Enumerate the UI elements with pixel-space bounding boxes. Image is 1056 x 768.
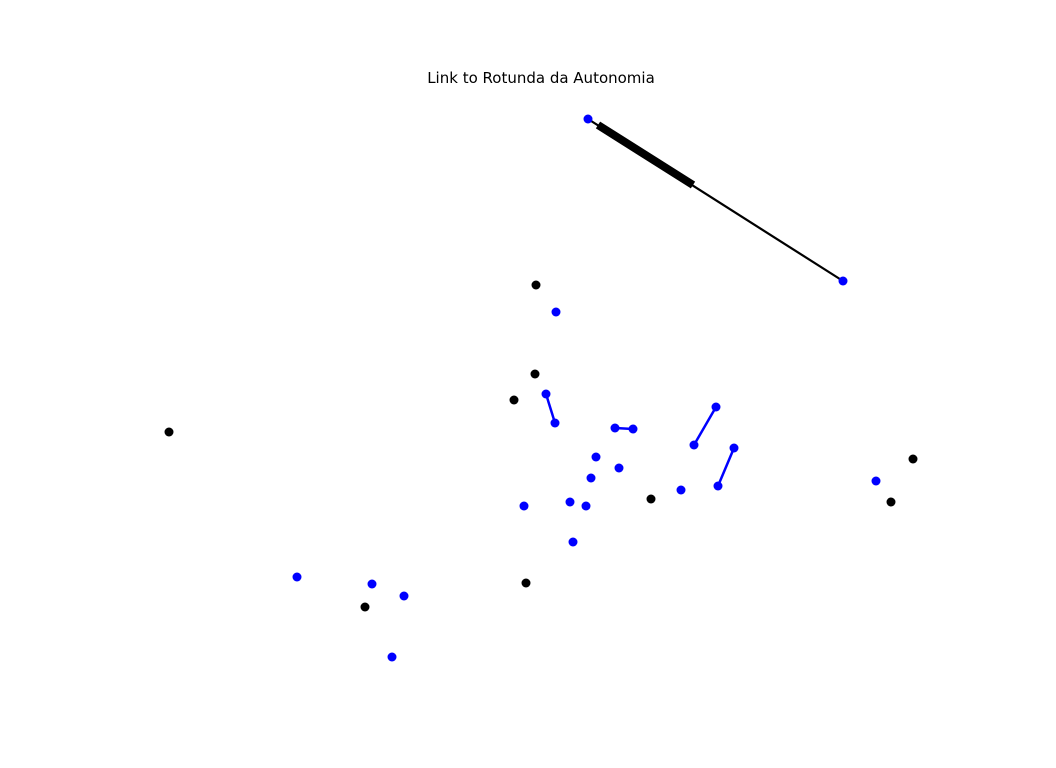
node	[521, 578, 531, 588]
node	[689, 440, 699, 450]
node	[591, 452, 601, 462]
node	[886, 497, 896, 507]
node	[541, 389, 551, 399]
node	[908, 454, 918, 464]
node	[292, 572, 302, 582]
edge	[692, 406, 718, 446]
node	[565, 497, 575, 507]
node	[646, 494, 656, 504]
node	[614, 463, 624, 473]
highlight-link-arrow-segment	[595, 121, 696, 189]
matched-nodes	[292, 114, 881, 662]
node	[586, 473, 596, 483]
edges	[544, 393, 736, 487]
node	[628, 424, 638, 434]
node	[713, 481, 723, 491]
node	[568, 537, 578, 547]
highlight-link	[587, 118, 844, 282]
node	[581, 501, 591, 511]
node	[360, 602, 370, 612]
diagram-title: Link to Rotunda da Autonomia	[427, 69, 655, 87]
edge	[716, 447, 736, 487]
node	[387, 652, 397, 662]
node	[519, 501, 529, 511]
node	[729, 443, 739, 453]
node	[676, 485, 686, 495]
edge	[544, 393, 557, 424]
node	[164, 427, 174, 437]
node	[550, 418, 560, 428]
node	[583, 114, 593, 124]
node	[509, 395, 519, 405]
node	[711, 402, 721, 412]
unmatched-nodes	[164, 280, 918, 612]
node	[367, 579, 377, 589]
node	[531, 280, 541, 290]
node	[530, 369, 540, 379]
node	[610, 423, 620, 433]
node	[399, 591, 409, 601]
node	[551, 307, 561, 317]
node	[838, 276, 848, 286]
node	[871, 476, 881, 486]
